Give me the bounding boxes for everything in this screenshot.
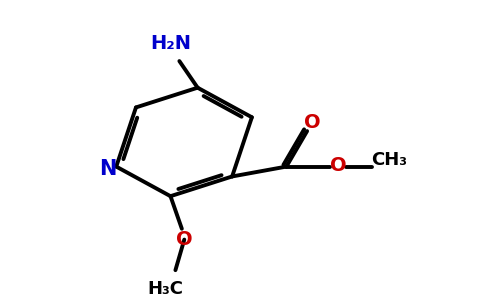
Text: O: O	[176, 230, 193, 249]
Text: CH₃: CH₃	[371, 151, 407, 169]
Text: N: N	[99, 159, 116, 179]
Text: H₃C: H₃C	[148, 280, 183, 298]
Text: H₂N: H₂N	[150, 34, 191, 53]
Text: O: O	[304, 113, 320, 132]
Text: O: O	[331, 156, 347, 175]
